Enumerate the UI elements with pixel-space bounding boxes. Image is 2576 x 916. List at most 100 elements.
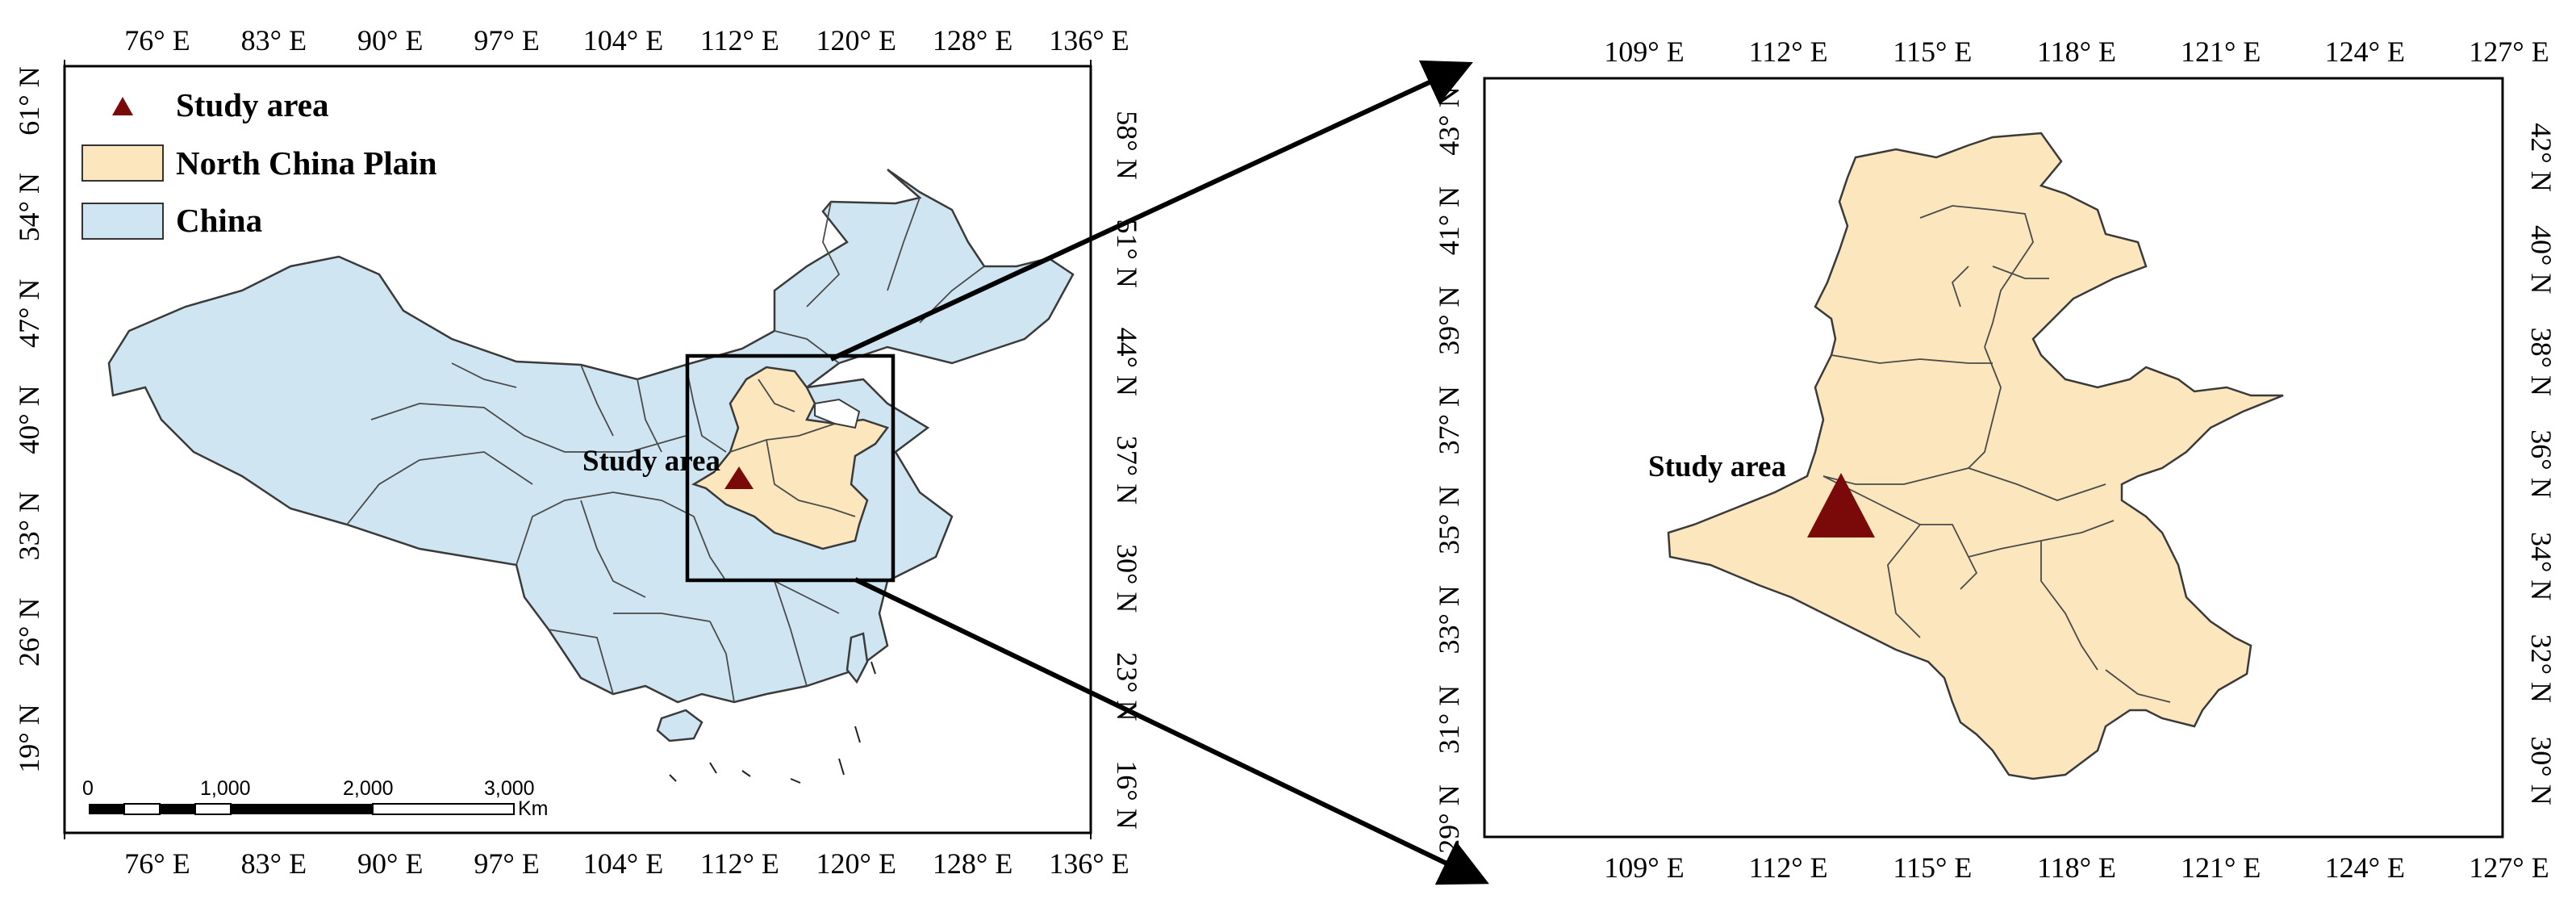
detail-left-tick-6: 31° N <box>1433 685 1465 754</box>
overview-tick-marks <box>64 60 1092 839</box>
scale-label-2000: 2,000 <box>343 777 394 800</box>
overview-right-tick-3: 37° N <box>1111 436 1143 504</box>
detail-top-tick-1: 112° E <box>1749 36 1828 68</box>
overview-bottom-tick-6: 120° E <box>816 847 896 880</box>
legend-china-label: China <box>176 202 262 239</box>
zoom-extent-box <box>685 353 896 583</box>
detail-left-tick-1: 41° N <box>1433 186 1465 255</box>
detail-left-tick-labels: 43° N 41° N 39° N 37° N 35° N 33° N 31° N 29° N <box>1433 86 1465 853</box>
detail-right-tick-6: 30° N <box>2525 736 2557 805</box>
study-area-marker-small <box>724 466 754 489</box>
detail-right-tick-5: 32° N <box>2525 634 2557 703</box>
zoom-arrow-upper <box>829 60 1473 362</box>
detail-bottom-tick-6: 127° E <box>2469 851 2549 884</box>
scale-bar: 0 1,000 2,000 3,000 Km <box>82 777 549 820</box>
detail-left-tick-0: 43° N <box>1433 86 1465 155</box>
overview-top-tick-2: 90° E <box>357 24 423 56</box>
overview-top-tick-6: 120° E <box>816 24 896 56</box>
south-sea-islands <box>669 661 876 784</box>
detail-left-tick-3: 37° N <box>1433 386 1465 454</box>
detail-bottom-tick-0: 109° E <box>1604 851 1684 884</box>
detail-top-tick-labels: 109° E 112° E 115° E 118° E 121° E 124° E 127°… <box>1604 36 2549 68</box>
detail-right-tick-2: 38° N <box>2525 328 2557 396</box>
overview-left-tick-1: 54° N <box>13 173 45 241</box>
overview-right-tick-labels: 58° N51° N44° N37° N30° N23° N16° N <box>1111 111 1143 829</box>
north-china-plain-detail <box>1667 132 2284 780</box>
overview-left-tick-5: 26° N <box>13 598 45 667</box>
legend-china-swatch <box>81 203 164 240</box>
overview-map: Study area Study area North China Plain … <box>13 24 1143 880</box>
overview-bottom-tick-2: 90° E <box>357 847 423 880</box>
overview-bottom-tick-5: 112° E <box>700 847 779 880</box>
detail-top-tick-4: 121° E <box>2181 36 2261 68</box>
detail-right-tick-labels: 42° N 40° N 38° N 36° N 34° N 32° N 30° N <box>2525 123 2557 805</box>
overview-top-tick-3: 97° E <box>474 24 539 56</box>
detail-top-tick-6: 127° E <box>2469 36 2549 68</box>
detail-bottom-tick-labels: 109° E 112° E 115° E 118° E 121° E 124° E 127°… <box>1604 851 2549 884</box>
detail-top-tick-5: 124° E <box>2325 36 2405 68</box>
detail-bottom-tick-1: 112° E <box>1749 851 1828 884</box>
detail-bottom-tick-4: 121° E <box>2181 851 2261 884</box>
overview-top-tick-0: 76° E <box>124 24 190 56</box>
detail-top-tick-3: 118° E <box>2037 36 2116 68</box>
overview-bottom-tick-4: 104° E <box>583 847 663 880</box>
detail-right-tick-0: 42° N <box>2525 123 2557 191</box>
overview-left-tick-6: 19° N <box>13 704 45 772</box>
plain-internal-boundaries <box>729 379 856 517</box>
hainan-island <box>656 709 703 742</box>
zoom-arrows <box>829 60 1489 885</box>
overview-right-tick-1: 51° N <box>1111 219 1143 287</box>
overview-bottom-tick-1: 83° E <box>241 847 307 880</box>
overview-bottom-tick-labels: 76° E 83° E 90° E 97° E 104° E 112° E 120° E 12… <box>124 847 1129 880</box>
overview-top-tick-4: 104° E <box>583 24 663 56</box>
overview-bottom-tick-7: 128° E <box>933 847 1012 880</box>
scale-label-0: 0 <box>82 777 94 800</box>
overview-right-tick-0: 58° N <box>1111 111 1143 179</box>
china-region <box>107 168 1075 704</box>
detail-left-tick-4: 35° N <box>1433 486 1465 554</box>
bohai-sea <box>814 398 861 429</box>
overview-left-tick-3: 40° N <box>13 385 45 454</box>
study-area-marker-large <box>1807 473 1875 537</box>
legend-study-area-symbol <box>112 97 133 115</box>
scale-label-1000: 1,000 <box>200 777 251 800</box>
detail-right-tick-3: 36° N <box>2525 429 2557 498</box>
overview-top-tick-8: 136° E <box>1049 24 1129 56</box>
detail-left-tick-5: 33° N <box>1433 585 1465 654</box>
detail-bottom-tick-3: 118° E <box>2037 851 2116 884</box>
detail-internal-boundaries <box>1822 205 2171 703</box>
legend: Study area North China Plain China <box>81 86 437 240</box>
overview-top-tick-5: 112° E <box>700 24 779 56</box>
scale-unit: Km <box>518 797 549 820</box>
overview-right-tick-6: 16° N <box>1111 760 1143 829</box>
overview-top-tick-7: 128° E <box>933 24 1012 56</box>
overview-bottom-tick-0: 76° E <box>124 847 190 880</box>
legend-plain-label: North China Plain <box>176 144 437 182</box>
study-area-label-large: Study area <box>1648 450 1786 483</box>
legend-plain-swatch <box>81 144 164 182</box>
detail-top-tick-0: 109° E <box>1604 36 1684 68</box>
legend-study-area-label: Study area <box>176 86 328 123</box>
detail-left-tick-2: 39° N <box>1433 286 1465 354</box>
overview-right-tick-4: 30° N <box>1111 544 1143 613</box>
detail-left-tick-7: 29° N <box>1433 784 1465 853</box>
detail-right-tick-4: 34° N <box>2525 532 2557 600</box>
overview-left-tick-2: 47° N <box>13 279 45 348</box>
overview-top-tick-1: 83° E <box>241 24 307 56</box>
zoom-arrow-lower <box>854 577 1489 885</box>
north-china-plain-region <box>691 366 890 550</box>
detail-map: Study area 109° E 112° E 115° E 118° E 121° … <box>1433 36 2557 884</box>
overview-bottom-tick-3: 97° E <box>474 847 539 880</box>
detail-bottom-tick-2: 115° E <box>1893 851 1972 884</box>
overview-left-tick-4: 33° N <box>13 491 45 560</box>
scale-label-3000: 3,000 <box>484 777 535 800</box>
taiwan-island <box>845 632 869 684</box>
detail-right-tick-1: 40° N <box>2525 225 2557 294</box>
overview-left-tick-labels: 61° N 54° N 47° N 40° N 33° N 26° N 19° N <box>13 66 45 772</box>
study-area-label-small: Study area <box>582 445 720 478</box>
overview-top-tick-labels: 76° E 83° E 90° E 97° E 104° E 112° E 120° E 12… <box>124 24 1129 56</box>
detail-top-tick-2: 115° E <box>1893 36 1972 68</box>
overview-right-tick-2: 44° N <box>1111 328 1143 396</box>
overview-left-tick-0: 61° N <box>13 66 45 135</box>
